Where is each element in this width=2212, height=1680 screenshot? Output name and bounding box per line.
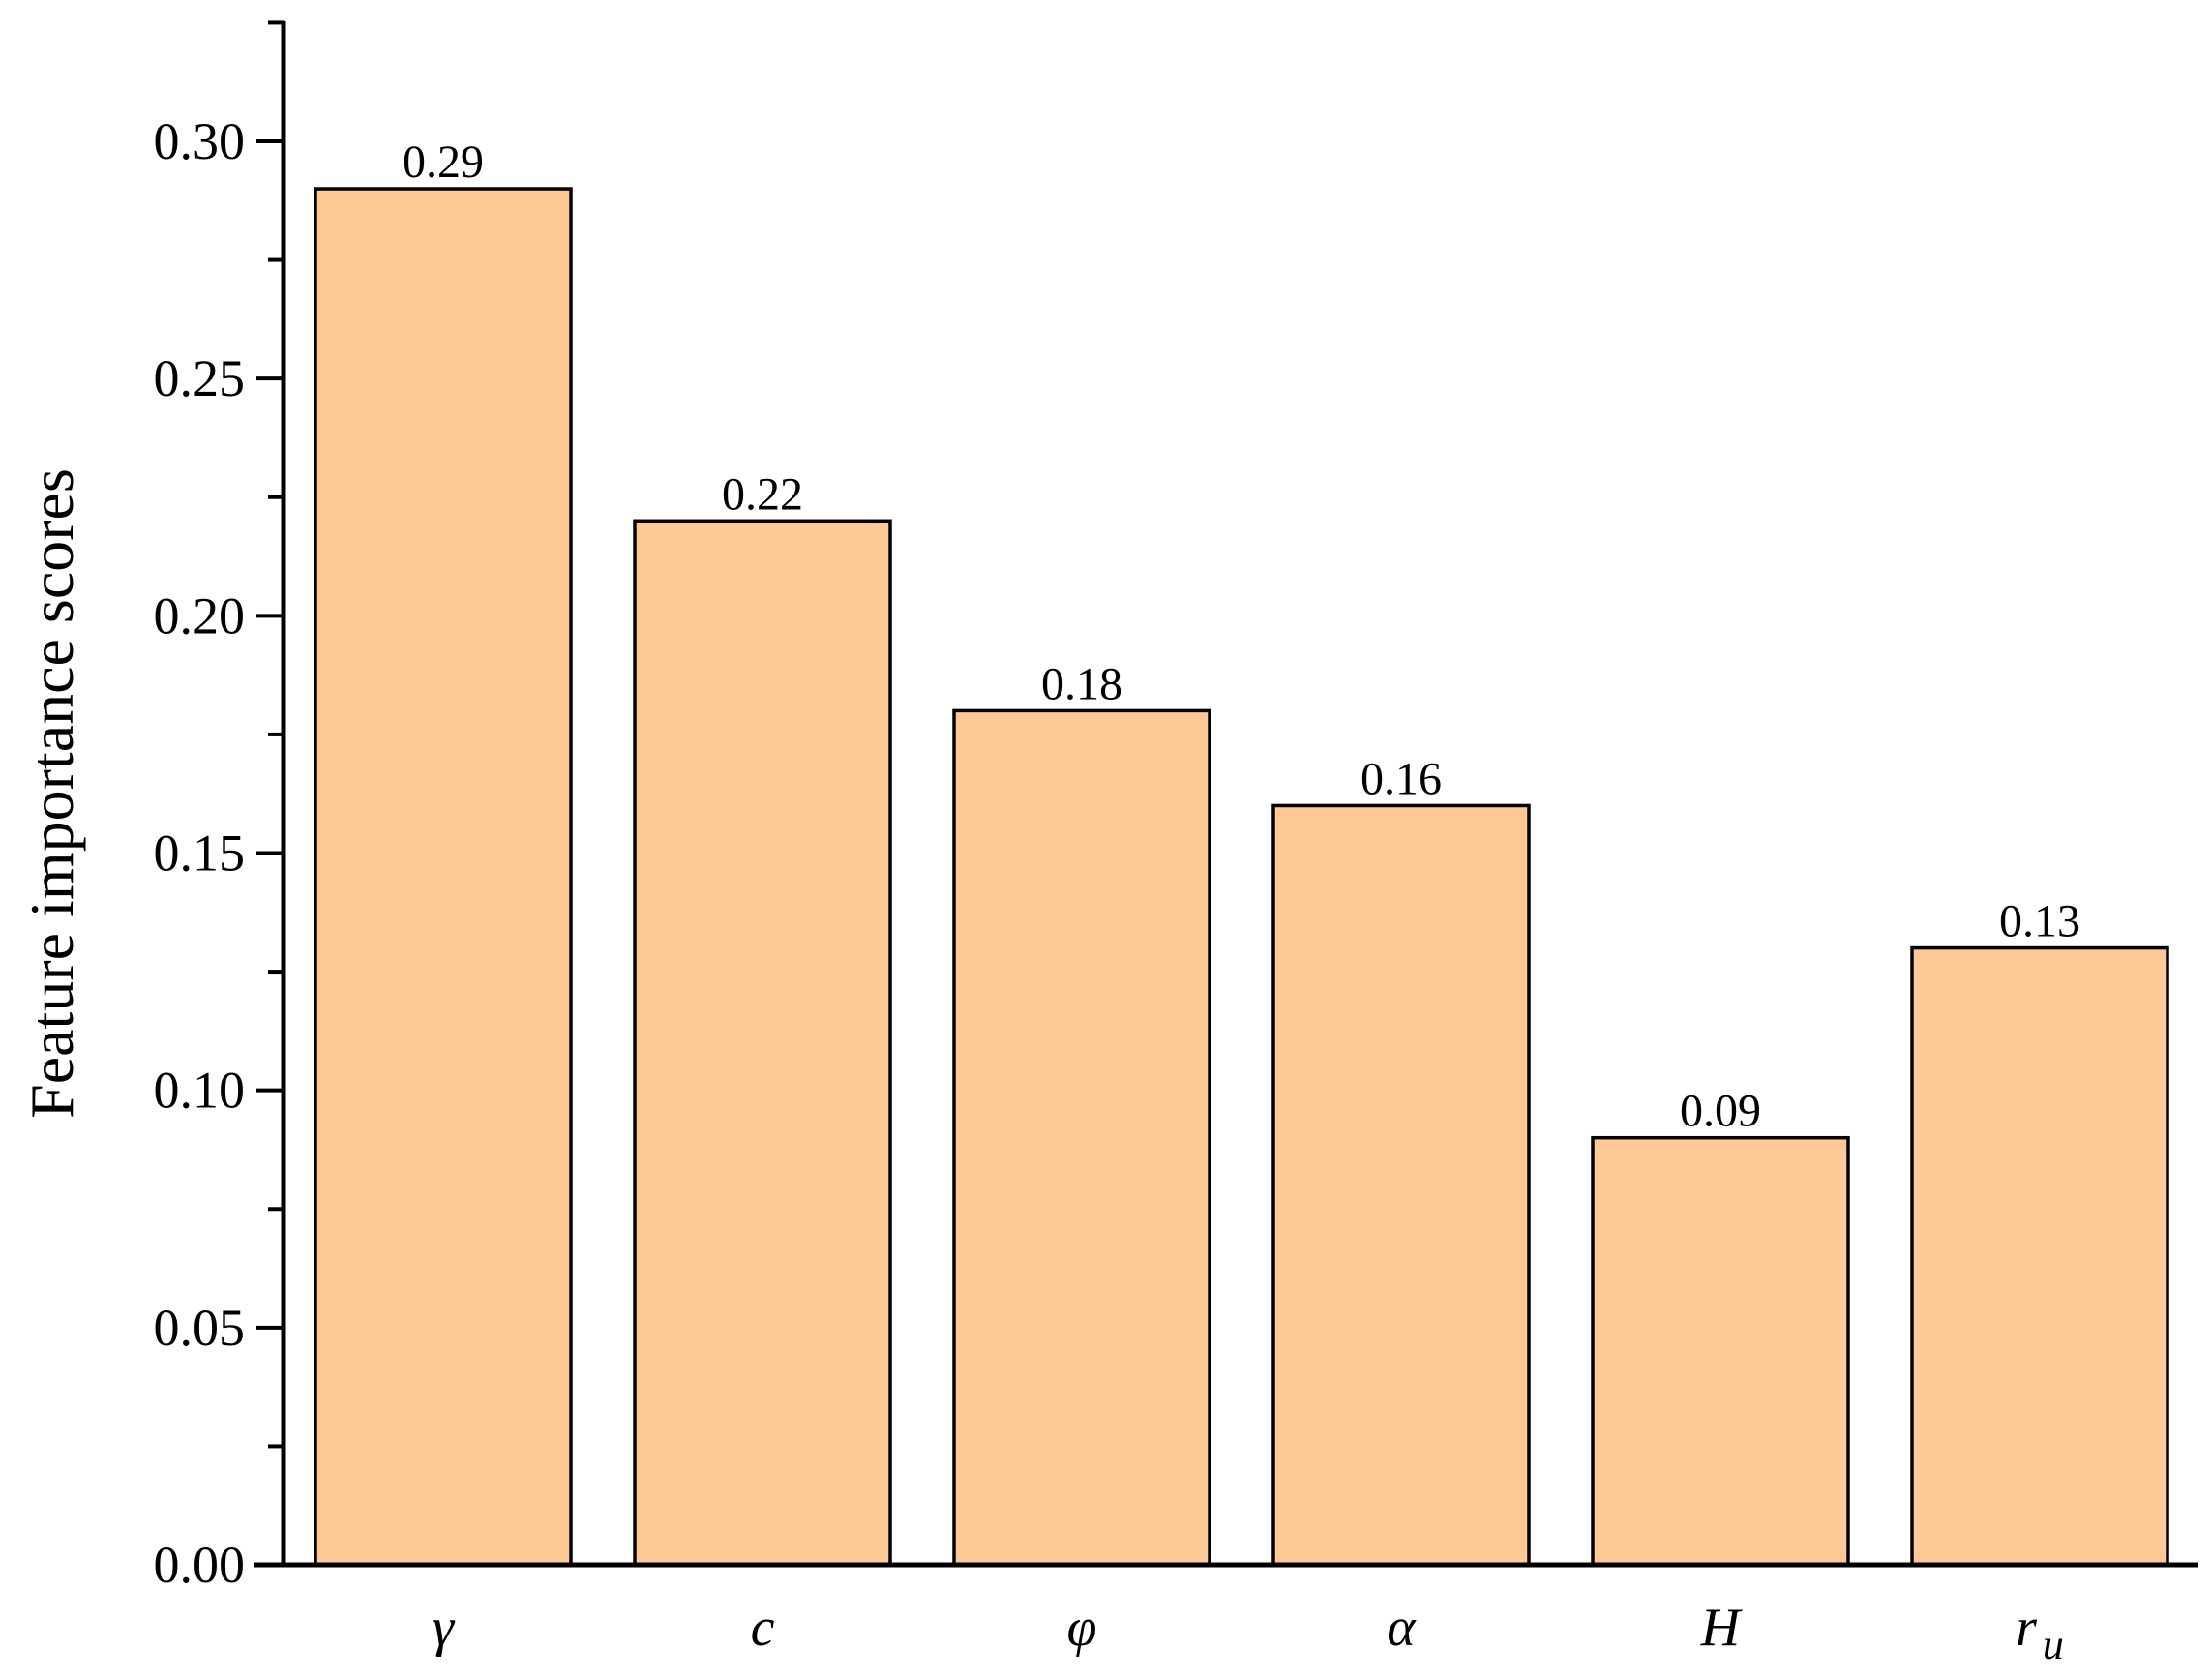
data-label-5: 0.13 [1999, 896, 2080, 947]
y-tick-label-1: 0.05 [154, 1299, 246, 1357]
bar-1 [633, 519, 892, 1567]
category-label-3: α [1387, 1598, 1417, 1658]
axes-group [254, 20, 2198, 1568]
category-label-0: γ [433, 1598, 456, 1658]
data-label-4: 0.09 [1680, 1086, 1761, 1137]
bar-3 [1271, 803, 1531, 1567]
bar-2 [952, 708, 1211, 1567]
data-label-3: 0.16 [1360, 753, 1442, 804]
labels-group: 0.29 γ 0.22 c 0.18 φ 0.16 α 0.09 H 0.13 r u 0.00 0.05 0… [154, 112, 2081, 1668]
bar-0 [314, 187, 573, 1567]
bars-group [314, 187, 2169, 1567]
data-label-1: 0.22 [722, 468, 803, 520]
category-label-1: c [751, 1598, 775, 1658]
category-label-2: φ [1067, 1598, 1097, 1658]
bar-4 [1591, 1135, 1850, 1567]
data-label-2: 0.18 [1041, 658, 1122, 709]
y-tick-label-5: 0.25 [154, 349, 246, 407]
y-axis-title: Feature importance scores [17, 468, 86, 1119]
y-tick-label-4: 0.20 [154, 586, 246, 645]
y-tick-label-6: 0.30 [154, 112, 246, 170]
data-label-0: 0.29 [403, 136, 484, 188]
category-label-4: H [1700, 1598, 1743, 1658]
bar-5 [1910, 945, 2169, 1567]
y-tick-label-2: 0.10 [154, 1062, 246, 1120]
y-tick-label-3: 0.15 [154, 825, 246, 883]
y-tick-label-0: 0.00 [154, 1536, 246, 1594]
